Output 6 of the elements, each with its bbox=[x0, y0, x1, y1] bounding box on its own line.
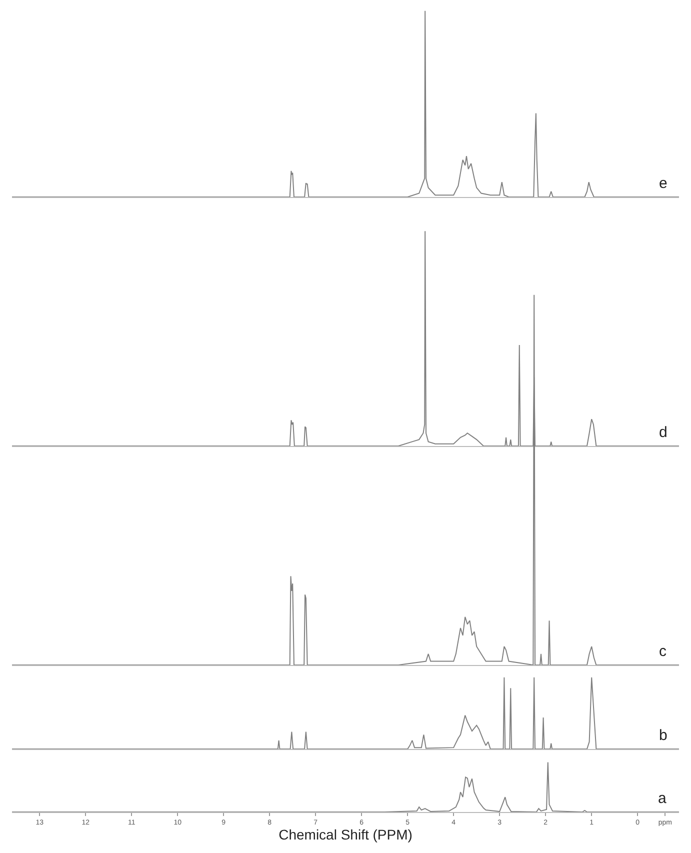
annotation: d bbox=[659, 424, 668, 441]
annotation: c bbox=[659, 643, 667, 660]
annotation: b bbox=[659, 727, 668, 744]
annotation: a bbox=[658, 790, 667, 807]
annotation: e bbox=[659, 175, 668, 192]
x-axis-title: Chemical Shift (PPM) bbox=[278, 826, 412, 843]
